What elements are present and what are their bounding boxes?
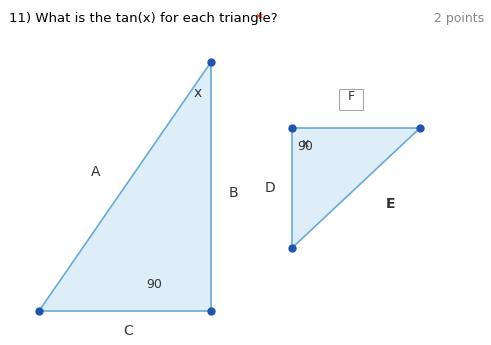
Text: B: B xyxy=(228,186,238,200)
Polygon shape xyxy=(39,62,211,310)
Text: 2 points: 2 points xyxy=(434,12,484,25)
Text: D: D xyxy=(264,181,275,195)
FancyBboxPatch shape xyxy=(339,89,363,110)
Text: x: x xyxy=(194,86,202,100)
Text: x: x xyxy=(302,137,309,150)
Text: C: C xyxy=(123,324,133,338)
Text: F: F xyxy=(348,90,355,103)
Text: *: * xyxy=(252,12,263,25)
Text: A: A xyxy=(91,166,101,179)
Text: 90: 90 xyxy=(147,278,163,291)
Polygon shape xyxy=(292,128,420,248)
Text: 11) What is the tan(x) for each triangle?: 11) What is the tan(x) for each triangle… xyxy=(9,12,277,25)
Text: E: E xyxy=(385,197,395,210)
Text: 90: 90 xyxy=(297,140,313,153)
